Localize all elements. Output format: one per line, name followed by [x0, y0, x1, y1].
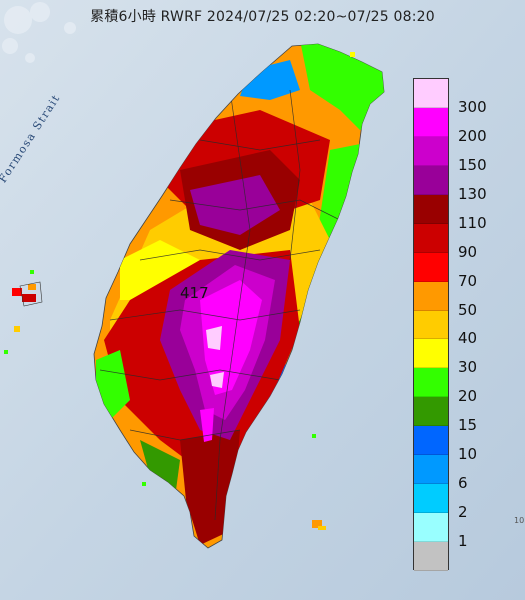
- legend-swatch: [414, 310, 448, 340]
- rainfall-fields: [96, 44, 384, 545]
- legend-label: 110: [458, 213, 487, 232]
- legend-label: 50: [458, 300, 478, 319]
- legend-label: 6: [458, 474, 468, 493]
- legend-swatch: [414, 455, 448, 485]
- legend-label: 40: [458, 329, 478, 348]
- legend-label: 130: [458, 184, 487, 203]
- legend-label: 200: [458, 126, 487, 145]
- penghu-island: [19, 281, 43, 307]
- legend-label: 15: [458, 416, 478, 435]
- peak-value-label: 417: [180, 284, 209, 302]
- legend-label: 1: [458, 532, 468, 551]
- county-borders: [99, 89, 341, 521]
- clouds: [2, 2, 76, 63]
- legend-swatch: [414, 165, 448, 195]
- legend-swatch: [414, 368, 448, 398]
- legend-swatch: [414, 281, 448, 311]
- legend-swatch: [414, 513, 448, 543]
- legend-label: 90: [458, 242, 478, 261]
- legend-label: 20: [458, 387, 478, 406]
- legend-label: 2: [458, 503, 468, 522]
- legend-swatch: [414, 339, 448, 369]
- legend-swatch: [414, 223, 448, 253]
- legend-label: 150: [458, 155, 487, 174]
- legend-swatch: [414, 79, 448, 108]
- legend-label: 300: [458, 97, 487, 116]
- legend-label: 30: [458, 358, 478, 377]
- legend-swatch: [414, 107, 448, 137]
- legend-swatch: [414, 397, 448, 427]
- map-title: 累積6小時 RWRF 2024/07/25 02:20~07/25 08:20: [90, 9, 435, 25]
- offshore-patches: [4, 52, 355, 530]
- legend-label: 70: [458, 271, 478, 290]
- legend-swatch: [414, 426, 448, 456]
- legend-swatch: [414, 252, 448, 282]
- legend-swatch: [414, 484, 448, 514]
- legend-swatch: [414, 542, 448, 571]
- legend-swatch: [414, 136, 448, 166]
- legend-swatch: [414, 194, 448, 224]
- edge-mark: 10: [514, 516, 525, 525]
- legend-label: 10: [458, 445, 478, 464]
- legend-colorbar: [413, 78, 449, 571]
